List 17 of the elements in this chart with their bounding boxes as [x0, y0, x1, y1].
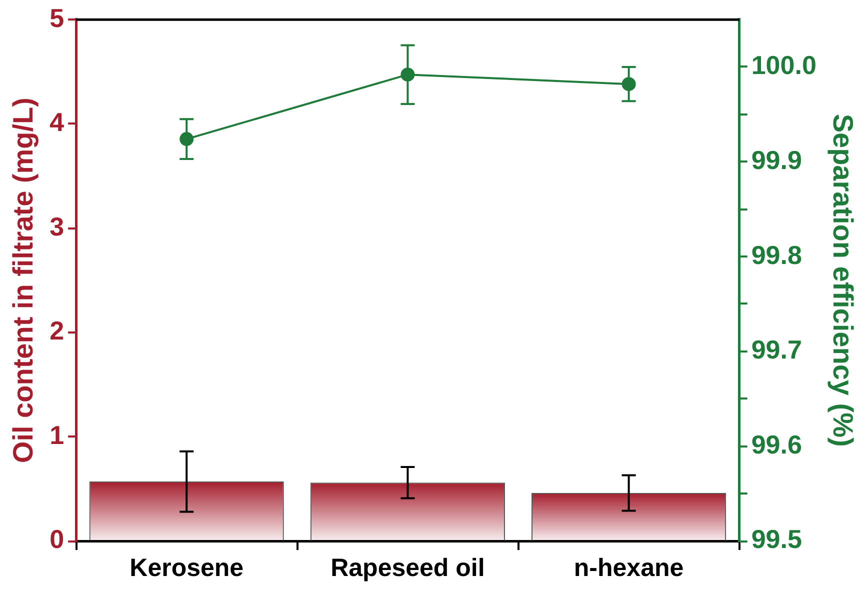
y-tick-label: 2 [50, 316, 64, 346]
y-tick-label: 3 [50, 211, 64, 242]
x-tick-label: n-hexane [574, 554, 684, 582]
y2-axis-title: Separation efficiency (%) [827, 114, 858, 447]
x-tick-label: Rapeseed oil [330, 554, 485, 582]
y-tick-label: 0 [50, 524, 64, 554]
y-tick-label: 4 [50, 107, 65, 138]
x-tick-label: Kerosene [130, 554, 244, 582]
y2-tick-label: 99.5 [751, 524, 802, 554]
y-tick-label: 5 [50, 2, 64, 33]
y2-tick-label: 99.8 [751, 240, 802, 270]
y2-tick-label: 99.9 [751, 144, 802, 175]
y2-tick-label: 100.0 [751, 50, 816, 80]
y-tick-label: 1 [50, 420, 64, 450]
y-axis-title: Oil content in filtrate (mg/L) [8, 98, 39, 464]
y2-tick-label: 99.6 [751, 429, 802, 460]
y2-tick-label: 99.7 [751, 334, 802, 365]
